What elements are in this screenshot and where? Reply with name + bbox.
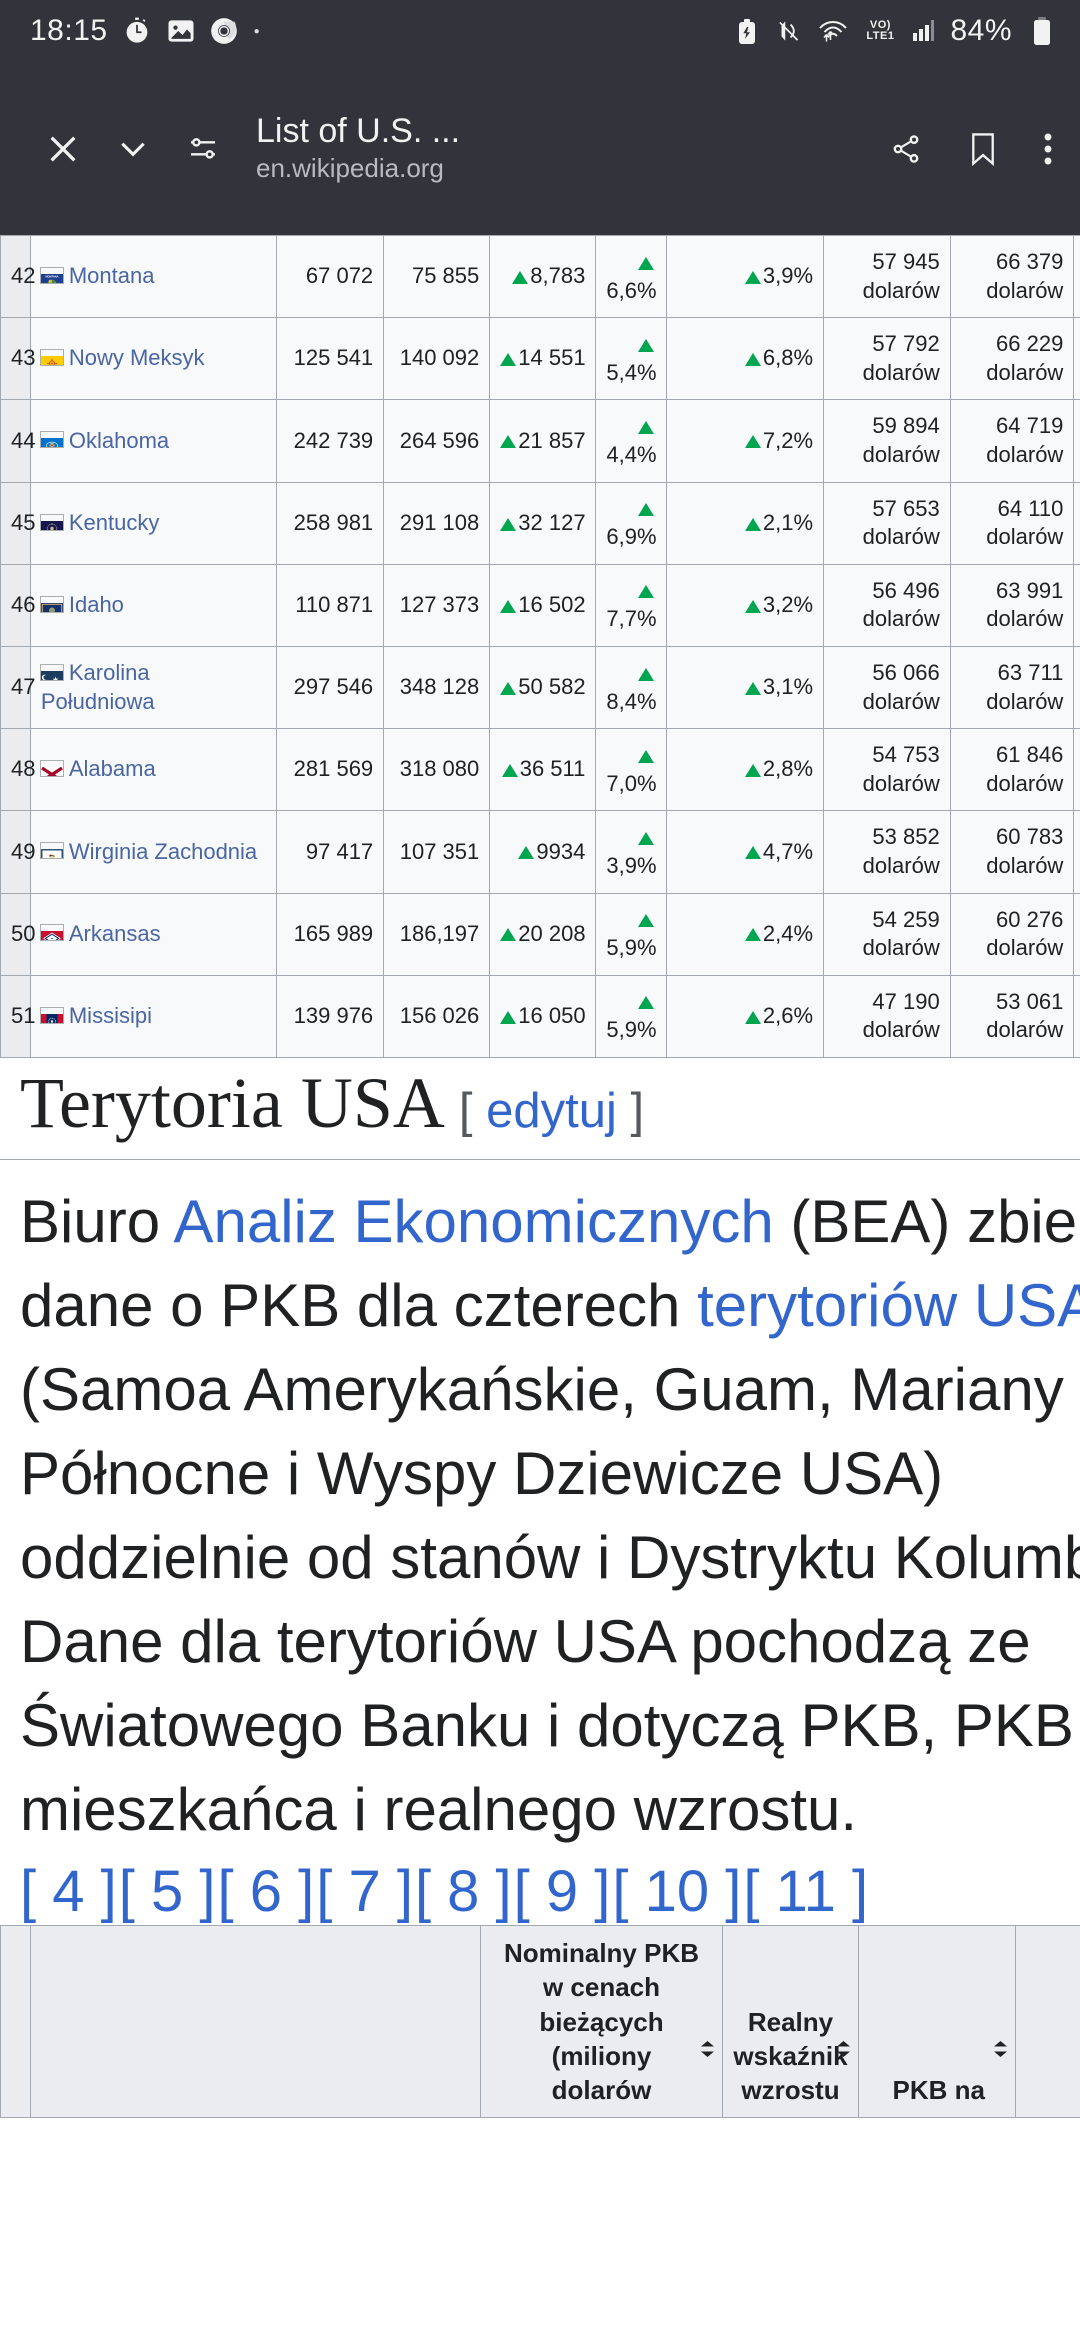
svg-text:MONTANA: MONTANA bbox=[45, 275, 58, 279]
